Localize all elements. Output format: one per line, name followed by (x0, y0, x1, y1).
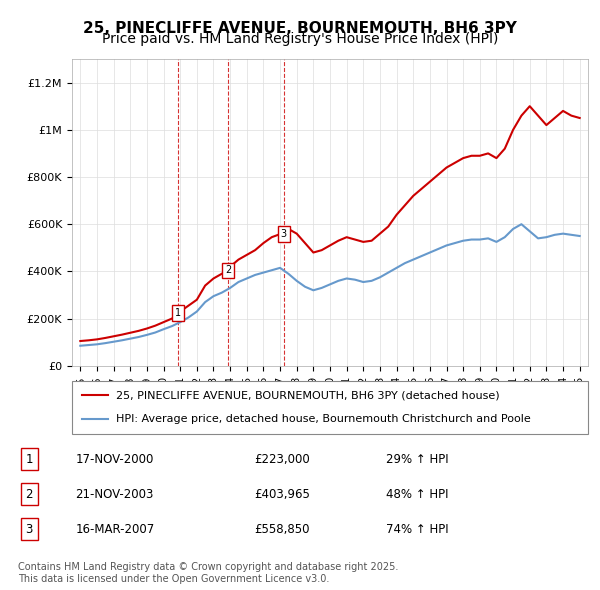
Text: Contains HM Land Registry data © Crown copyright and database right 2025.
This d: Contains HM Land Registry data © Crown c… (18, 562, 398, 584)
Text: HPI: Average price, detached house, Bournemouth Christchurch and Poole: HPI: Average price, detached house, Bour… (116, 414, 530, 424)
Text: 48% ↑ HPI: 48% ↑ HPI (386, 487, 449, 501)
FancyBboxPatch shape (72, 381, 588, 434)
Text: 1: 1 (26, 453, 33, 466)
Text: 21-NOV-2003: 21-NOV-2003 (76, 487, 154, 501)
Text: 16-MAR-2007: 16-MAR-2007 (76, 523, 155, 536)
Text: 25, PINECLIFFE AVENUE, BOURNEMOUTH, BH6 3PY: 25, PINECLIFFE AVENUE, BOURNEMOUTH, BH6 … (83, 21, 517, 35)
Text: £403,965: £403,965 (254, 487, 310, 501)
Text: 74% ↑ HPI: 74% ↑ HPI (386, 523, 449, 536)
Text: 29% ↑ HPI: 29% ↑ HPI (386, 453, 449, 466)
Text: 3: 3 (280, 229, 287, 239)
Text: 1: 1 (175, 308, 181, 318)
Text: £558,850: £558,850 (254, 523, 310, 536)
Text: 25, PINECLIFFE AVENUE, BOURNEMOUTH, BH6 3PY (detached house): 25, PINECLIFFE AVENUE, BOURNEMOUTH, BH6 … (116, 391, 499, 401)
Text: 17-NOV-2000: 17-NOV-2000 (76, 453, 154, 466)
Text: 3: 3 (26, 523, 33, 536)
Text: Price paid vs. HM Land Registry's House Price Index (HPI): Price paid vs. HM Land Registry's House … (102, 32, 498, 47)
Text: £223,000: £223,000 (254, 453, 310, 466)
Text: 2: 2 (225, 266, 232, 276)
Text: 2: 2 (26, 487, 33, 501)
